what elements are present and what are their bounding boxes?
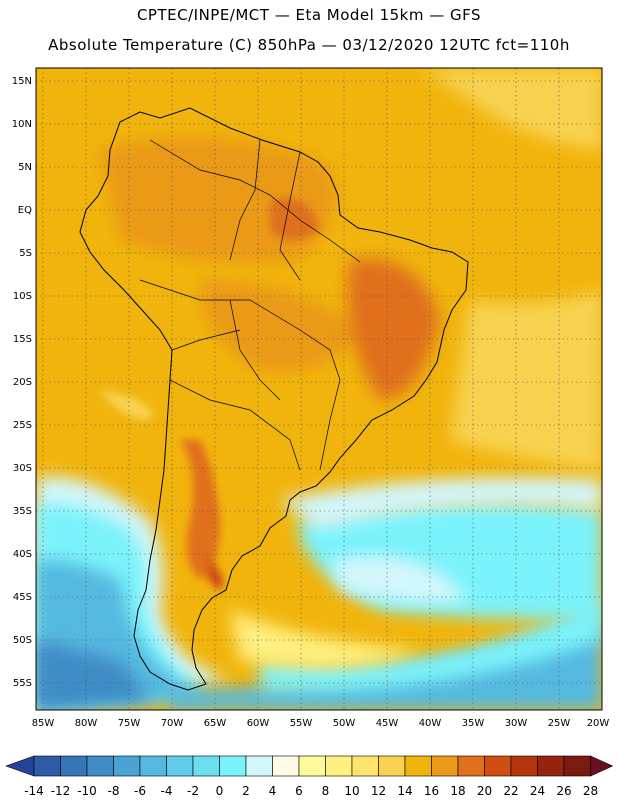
colorbar-label: -10 <box>77 784 97 798</box>
colorbar-label: 0 <box>216 784 224 798</box>
lon-label: 30W <box>505 718 528 729</box>
lon-label: 55W <box>290 718 313 729</box>
colorbar-arrow-low <box>5 755 35 777</box>
colorbar-arrow-high <box>590 755 614 777</box>
lat-label: 55S <box>13 678 32 689</box>
chart-title-line2: Absolute Temperature (C) 850hPa — 03/12/… <box>48 36 570 54</box>
lon-label: 25W <box>548 718 571 729</box>
colorbar-swatch <box>457 755 485 777</box>
lon-label: 65W <box>204 718 227 729</box>
colorbar-swatch <box>192 755 220 777</box>
colorbar-label: 18 <box>450 784 465 798</box>
lat-label: 35S <box>13 506 32 517</box>
lat-label: 50S <box>13 635 32 646</box>
map-frame <box>35 67 603 711</box>
country-borders <box>139 139 361 471</box>
colorbar-swatch <box>86 755 114 777</box>
colorbar-swatch <box>325 755 353 777</box>
colorbar-swatch <box>33 755 61 777</box>
colorbar-label: -2 <box>187 784 199 798</box>
colorbar-label: 28 <box>583 784 598 798</box>
lon-label: 80W <box>75 718 98 729</box>
colorbar-label: 20 <box>477 784 492 798</box>
lat-label: EQ <box>18 205 32 216</box>
colorbar-swatch <box>404 755 432 777</box>
lon-label: 20W <box>587 718 610 729</box>
colorbar-label: 12 <box>371 784 386 798</box>
longitude-labels: 85W 80W 75W 70W 65W 60W 55W 50W 45W 40W … <box>32 718 610 729</box>
colorbar-swatch <box>166 755 194 777</box>
lat-label: 40S <box>13 549 32 560</box>
colorbar-swatch <box>272 755 300 777</box>
colorbar-label: 10 <box>344 784 359 798</box>
colorbar-label: -4 <box>161 784 173 798</box>
colorbar-label: 2 <box>242 784 250 798</box>
colorbar-swatch <box>351 755 379 777</box>
lat-label: 20S <box>13 377 32 388</box>
lat-label: 10N <box>12 119 32 130</box>
lon-label: 70W <box>161 718 184 729</box>
colorbar-labels: -14 -12 -10 -8 -6 -4 -2 0 2 4 6 8 10 12 … <box>24 784 598 798</box>
lon-label: 40W <box>419 718 442 729</box>
colorbar-swatch <box>298 755 326 777</box>
colorbar-swatch <box>431 755 459 777</box>
colorbar-swatch <box>60 755 88 777</box>
colorbar-swatch <box>219 755 247 777</box>
colorbar-label: 4 <box>269 784 277 798</box>
colorbar-swatch <box>245 755 273 777</box>
colorbar-label: 6 <box>295 784 303 798</box>
lat-label: 10S <box>13 291 32 302</box>
colorbar-label: 24 <box>530 784 545 798</box>
lat-label: 5N <box>18 162 32 173</box>
lon-label: 75W <box>118 718 141 729</box>
lat-label: 45S <box>13 592 32 603</box>
colorbar-swatch <box>484 755 512 777</box>
chart-title-line1: CPTEC/INPE/MCT — Eta Model 15km — GFS <box>136 6 482 24</box>
colorbar-swatch <box>537 755 565 777</box>
lon-label: 50W <box>333 718 356 729</box>
lat-label: 15N <box>12 76 32 87</box>
colorbar-label: 22 <box>503 784 518 798</box>
lat-label: 30S <box>13 463 32 474</box>
colorbar-label: 16 <box>424 784 439 798</box>
colorbar-swatch <box>139 755 167 777</box>
latitude-labels: 15N 10N 5N EQ 5S 10S 15S 20S 25S 30S 35S… <box>12 76 32 689</box>
colorbar-label: -6 <box>134 784 146 798</box>
colorbar-swatch <box>378 755 406 777</box>
colorbar-label: -12 <box>51 784 71 798</box>
south-america-coastline <box>79 107 469 691</box>
lat-label: 5S <box>19 248 32 259</box>
colorbar-label: 14 <box>397 784 412 798</box>
lon-label: 60W <box>247 718 270 729</box>
lat-label: 15S <box>13 334 32 345</box>
lon-label: 85W <box>32 718 55 729</box>
colorbar-label: 26 <box>556 784 571 798</box>
colorbar-label: -8 <box>108 784 120 798</box>
colorbar-swatch <box>510 755 538 777</box>
lon-label: 45W <box>376 718 399 729</box>
lat-label: 25S <box>13 420 32 431</box>
colorbar-label: 8 <box>322 784 330 798</box>
colorbar-label: -14 <box>24 784 44 798</box>
colorbar-swatches <box>5 755 614 777</box>
colorbar-swatch <box>113 755 141 777</box>
temperature-map: 15N 10N 5N EQ 5S 10S 15S 20S 25S 30S 35S… <box>12 67 610 729</box>
temperature-field <box>36 68 602 710</box>
lon-label: 35W <box>462 718 485 729</box>
colorbar-swatch <box>563 755 591 777</box>
colorbar: -14 -12 -10 -8 -6 -4 -2 0 2 4 6 8 10 12 … <box>5 755 614 798</box>
